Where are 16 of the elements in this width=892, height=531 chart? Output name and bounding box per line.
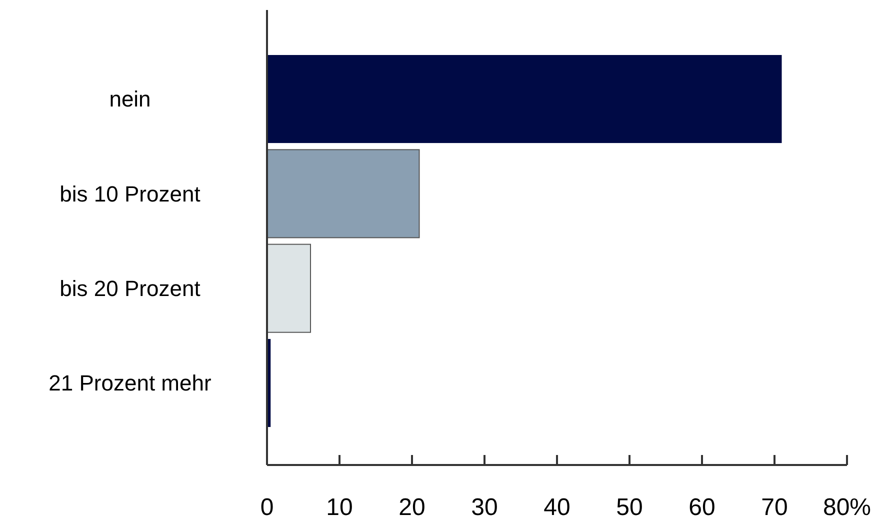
- y-tick-label: nein: [109, 86, 151, 112]
- x-tick-label: 30: [471, 494, 498, 521]
- y-tick-label: 21 Prozent mehr: [48, 370, 212, 396]
- y-tick-label: bis 20 Prozent: [60, 276, 200, 302]
- x-tick-label: 70: [761, 494, 788, 521]
- y-tick-label: bis 10 Prozent: [60, 181, 200, 206]
- x-tick-label: 20: [398, 494, 426, 521]
- x-tick-label: 40: [544, 494, 570, 521]
- x-tick-label: 80%: [822, 494, 872, 521]
- bar: [266, 244, 311, 333]
- x-tick-label: 0: [260, 494, 274, 521]
- bar: [267, 55, 782, 144]
- x-tick-label: 50: [616, 494, 643, 521]
- bar: [266, 149, 420, 238]
- x-tick-label: 10: [326, 494, 353, 521]
- x-tick-label: 60: [688, 494, 716, 521]
